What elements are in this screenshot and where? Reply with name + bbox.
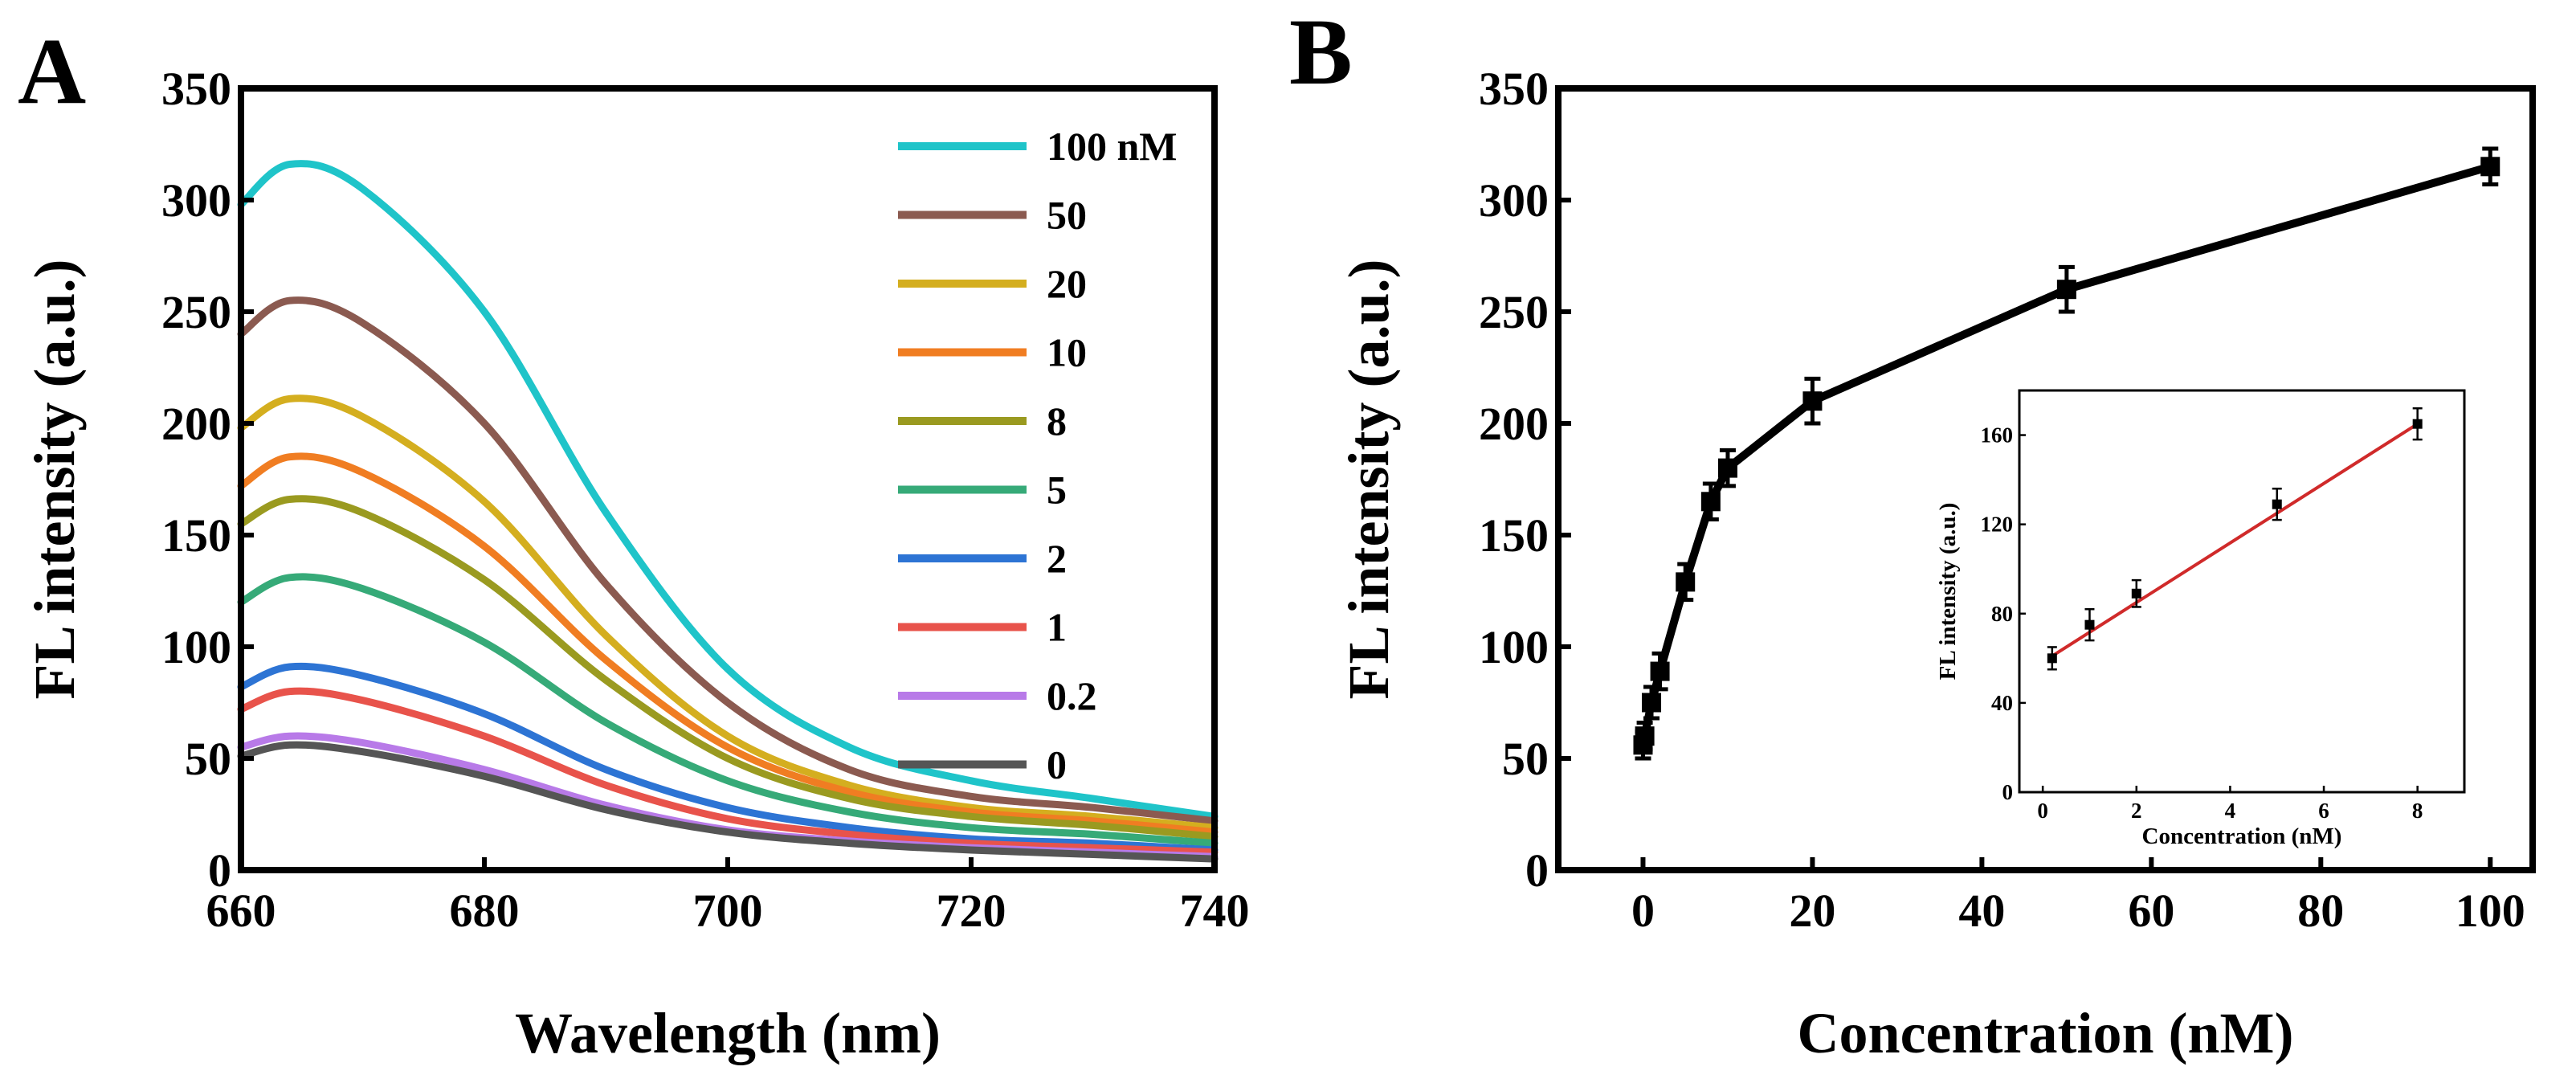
- chart-a-series-line-100-nm: [237, 160, 1219, 820]
- inset-x-tick-label: 6: [2318, 799, 2329, 823]
- inset-x-tick-label: 4: [2225, 799, 2236, 823]
- inset-data-point: [2412, 419, 2423, 429]
- chart-a-y-tick-label: 150: [161, 509, 231, 562]
- inset-x-tick-label: 0: [2037, 799, 2048, 823]
- legend-label-20: 20: [1047, 261, 1087, 306]
- chart-b-y-tick-label: 0: [1525, 844, 1549, 897]
- chart-b-x-tick-label: 80: [2297, 885, 2344, 937]
- chart-a-series-line-2: [237, 662, 1219, 854]
- chart-a-legend: 100 nM 50 20 10 8 5 2 1 0.2 0: [898, 124, 1178, 787]
- chart-b-x-axis-label: Concentration (nM): [1798, 1001, 2294, 1065]
- chart-a-x-tick-label: 680: [450, 885, 520, 937]
- chart-b-y-tick-label: 150: [1479, 509, 1549, 562]
- chart-a-series-line-8: [237, 495, 1219, 840]
- chart-b-data-point: [1676, 572, 1696, 592]
- chart-a-series-line-5: [237, 573, 1219, 848]
- chart-b-data-point: [2056, 280, 2076, 300]
- inset-y-tick-label: 0: [2002, 780, 2014, 804]
- chart-a-y-tick-label: 300: [161, 174, 231, 227]
- chart-a-series-line-1: [237, 687, 1219, 856]
- chart-b-y-tick-label: 200: [1479, 398, 1549, 450]
- chart-a-y-tick-label: 200: [161, 398, 231, 450]
- chart-b-y-tick-label: 300: [1479, 174, 1549, 227]
- legend-label-5: 5: [1047, 468, 1067, 513]
- chart-a-x-tick-label: 740: [1180, 885, 1250, 937]
- inset-plot-frame: [2018, 389, 2466, 794]
- chart-b-x-tick-label: 100: [2456, 885, 2525, 937]
- chart-b-x-tick-label: 60: [2128, 885, 2174, 937]
- legend-label-50: 50: [1047, 193, 1087, 238]
- chart-a-series-line-20: [237, 394, 1219, 832]
- chart-a-x-tick-label: 660: [206, 885, 276, 937]
- inset-data-point: [2272, 499, 2282, 509]
- chart-a-series-line-10: [237, 452, 1219, 836]
- legend-label-2: 2: [1047, 536, 1067, 581]
- inset-y-tick-label: 40: [1991, 691, 2013, 715]
- chart-b-x-tick-label: 20: [1789, 885, 1835, 937]
- chart-a-series-line-0: [237, 741, 1219, 863]
- chart-a-x-axis-label: Wavelength (nm): [515, 1001, 941, 1065]
- chart-a-y-tick-label: 250: [161, 286, 231, 338]
- panel-b-letter: B: [1289, 0, 1353, 104]
- chart-b-y-tick-label: 50: [1502, 733, 1549, 785]
- chart-b-series-group: [1633, 146, 2500, 761]
- chart-b-data-point: [1700, 492, 1721, 512]
- inset-fit-line: [2051, 422, 2419, 658]
- inset-y-axis-label: FL intensity (a.u.): [1935, 503, 1961, 680]
- chart-b-data-point: [1642, 693, 1662, 713]
- chart-b-y-axis-label: FL intensity (a.u.): [1337, 259, 1401, 699]
- chart-a-y-tick-label: 100: [161, 621, 231, 673]
- chart-b-plot-frame: [1555, 85, 2536, 873]
- chart-a-series-line-50: [237, 296, 1219, 825]
- panel-a-letter: A: [18, 18, 86, 124]
- inset-data-point: [2131, 588, 2141, 599]
- chart-a-y-tick-label: 350: [161, 63, 231, 115]
- chart-a-y-axis-label: FL intensity (a.u.): [22, 259, 87, 699]
- chart-b-data-point: [2480, 157, 2500, 177]
- inset-x-tick-label: 8: [2412, 799, 2423, 823]
- inset-x-tick-label: 2: [2131, 799, 2142, 823]
- legend-label-1: 1: [1047, 605, 1067, 650]
- chart-b-y-tick-label: 350: [1479, 63, 1549, 115]
- inset-background: [2019, 390, 2464, 792]
- legend-label-100-nm: 100 nM: [1047, 124, 1178, 169]
- inset-data-point: [2047, 653, 2057, 664]
- chart-a-y-tick-label: 50: [185, 733, 231, 785]
- chart-a-y-tick-label: 0: [208, 844, 231, 897]
- inset-y-tick-label: 80: [1991, 602, 2013, 626]
- chart-b-x-tick-label: 0: [1631, 885, 1655, 937]
- chart-b-y-tick-label: 100: [1479, 621, 1549, 673]
- chart-b-x-tick-label: 40: [1958, 885, 2005, 937]
- chart-b-data-point: [1635, 726, 1655, 746]
- chart-a-x-tick-label: 720: [937, 885, 1006, 937]
- inset-y-tick-label: 120: [1981, 513, 2014, 537]
- legend-label-10: 10: [1047, 330, 1087, 375]
- inset-data-point: [2084, 619, 2095, 630]
- legend-label-8: 8: [1047, 398, 1067, 443]
- legend-label-0: 0: [1047, 742, 1067, 787]
- chart-b-y-tick-label: 250: [1479, 286, 1549, 338]
- legend-label-0-2: 0.2: [1047, 673, 1097, 718]
- inset-y-tick-label: 160: [1981, 423, 2014, 448]
- chart-b-data-point: [1717, 458, 1737, 478]
- inset-x-axis-label: Concentration (nM): [2142, 823, 2342, 849]
- chart-b-data-point: [1650, 661, 1670, 681]
- chart-a-x-tick-label: 700: [693, 885, 763, 937]
- chart-a-series-group: [237, 160, 1219, 863]
- chart-b-data-point: [1802, 391, 1823, 411]
